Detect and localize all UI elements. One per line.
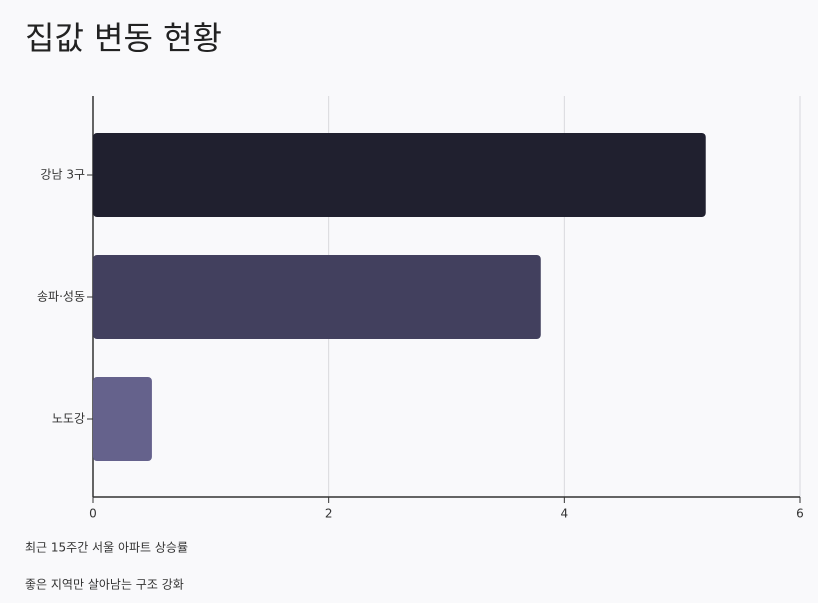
bar [93, 133, 706, 217]
chart-title: 집값 변동 현황 [25, 19, 222, 57]
y-tick-label: 강남 3구 [40, 168, 85, 182]
y-tick-label: 노도강 [52, 412, 85, 426]
note: 좋은 지역만 살아남는 구조 강화 [25, 578, 184, 592]
bar [93, 377, 152, 461]
x-tick-label: 2 [325, 507, 333, 521]
x-tick-label: 6 [796, 507, 804, 521]
x-tick-label: 4 [561, 507, 569, 521]
bar [93, 255, 541, 339]
x-tick-label: 0 [89, 507, 97, 521]
note: 최근 15주간 서울 아파트 상승률 [25, 541, 188, 555]
y-tick-label: 송파·성동 [37, 290, 85, 304]
